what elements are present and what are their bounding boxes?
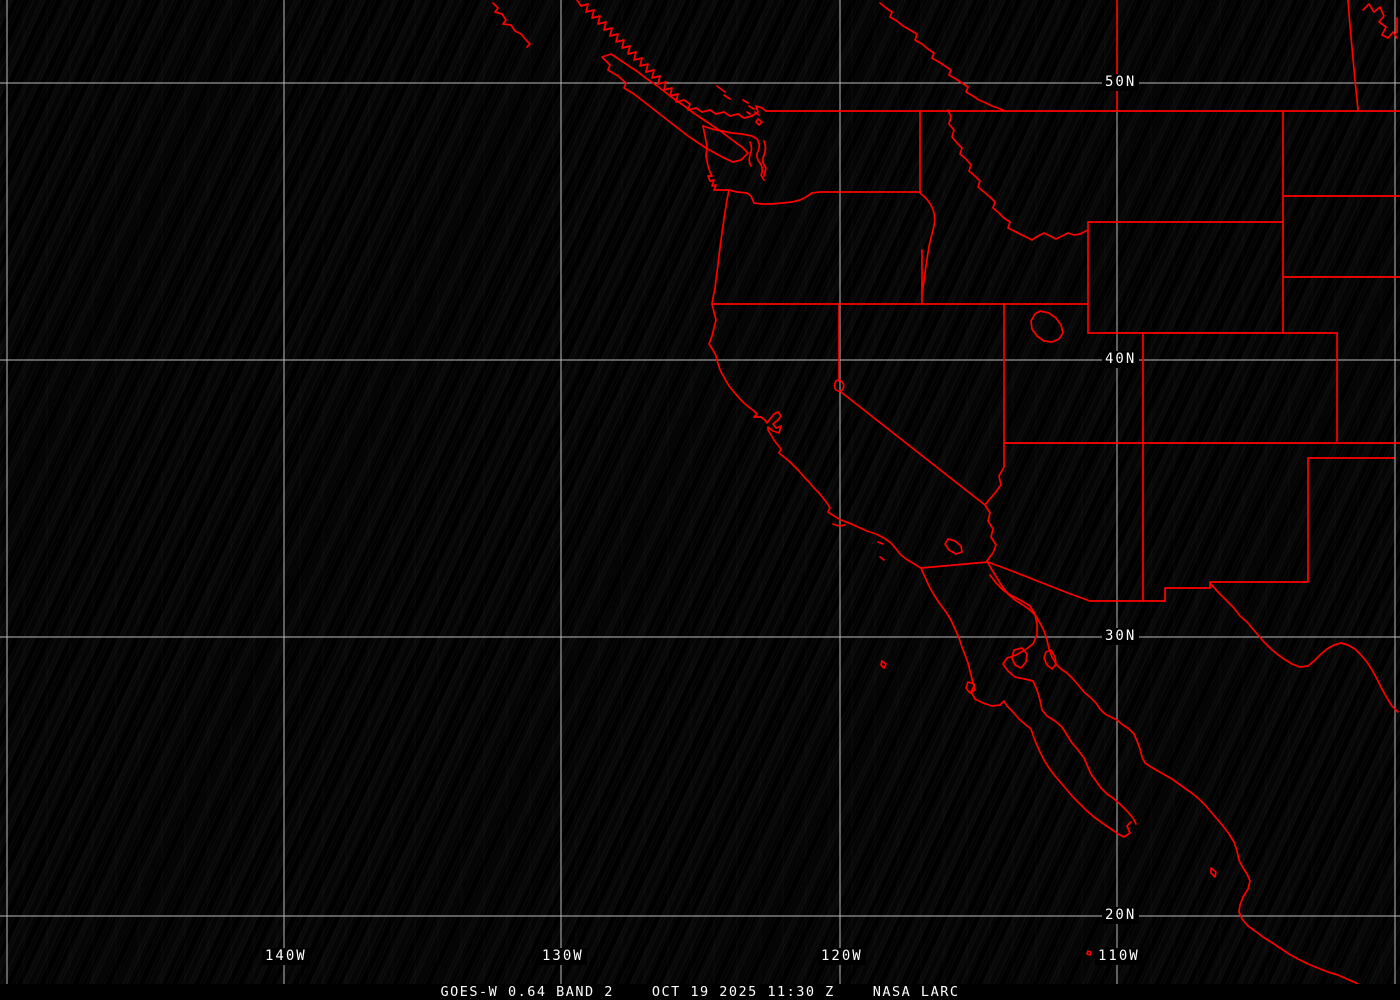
longitude-label-120w: 120W	[818, 948, 866, 965]
saskatchewan-lakes	[1362, 3, 1398, 39]
baja-california-gulf-coast	[989, 574, 1137, 825]
oregon-coast	[711, 189, 730, 305]
bc-alberta-border	[879, 2, 1004, 111]
california-coast	[708, 303, 922, 569]
lake-tahoe	[833, 379, 845, 393]
isla-tiburon	[1011, 647, 1028, 669]
haida-gwaii-islands	[492, 2, 531, 48]
us-mexico-border	[920, 457, 1309, 602]
rio-grande	[1209, 582, 1399, 713]
nevada-utah-arizona-border	[984, 303, 1005, 506]
washington-coast	[702, 125, 730, 191]
caption-datetime: OCT 19 2025 11:30 Z	[651, 984, 835, 1000]
caption-instrument: GOES-W 0.64 BAND 2	[440, 984, 614, 1000]
gulf-islands	[716, 85, 763, 126]
caption-credit: NASA LARC	[872, 984, 960, 1000]
bc-mainland-coast	[576, 0, 767, 119]
great-salt-lake	[1030, 310, 1064, 343]
idaho-montana-border	[947, 109, 1089, 241]
islas-marias	[1210, 867, 1217, 878]
columbia-river-border	[728, 189, 921, 205]
longitude-label-110w: 110W	[1095, 948, 1143, 965]
latitude-label-40n: 40N	[1102, 351, 1140, 368]
baja-california-pacific-coast	[920, 567, 1132, 838]
isla-socorro	[1086, 950, 1092, 956]
isla-angel-de-la-guarda	[1043, 649, 1057, 670]
colorado-river-delta	[986, 560, 1009, 595]
map-outlines	[492, 0, 1400, 993]
california-nevada-arizona-border	[840, 391, 997, 562]
vancouver-island	[601, 53, 749, 163]
isla-cedros	[965, 681, 976, 694]
longitude-label-130w: 130W	[539, 948, 587, 965]
puget-sound	[702, 125, 767, 181]
isla-guadalupe	[880, 660, 887, 669]
caption-bar: GOES-W 0.64 BAND 2 OCT 19 2025 11:30 Z N…	[0, 984, 1400, 1000]
salton-sea	[944, 538, 963, 555]
mexico-mainland-coast	[1007, 593, 1371, 993]
longitude-label-140w: 140W	[262, 948, 310, 965]
saskatchewan-river	[1347, 0, 1359, 111]
channel-islands	[832, 521, 885, 561]
latitude-label-20n: 20N	[1102, 907, 1140, 924]
oregon-idaho-border	[919, 192, 936, 305]
latitude-label-30n: 30N	[1102, 628, 1140, 645]
latitude-label-50n: 50N	[1102, 74, 1140, 91]
